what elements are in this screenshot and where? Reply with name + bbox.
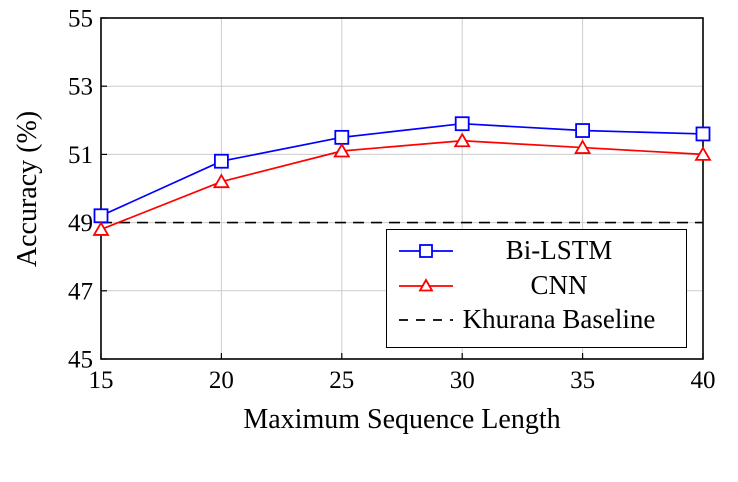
x-tick-label: 40 [691, 367, 716, 394]
cnn-marker [694, 146, 712, 161]
bi-lstm-marker [454, 116, 470, 132]
x-tick-label: 15 [89, 367, 114, 394]
cnn-marker [212, 173, 230, 189]
legend-label-baseline: Khurana Baseline [462, 303, 656, 334]
bilstm-line-sample-icon [395, 242, 457, 260]
legend-item-baseline: Khurana Baseline [387, 303, 686, 335]
legend-label-bilstm: Bi-LSTM [505, 235, 613, 266]
baseline-dash-sample-icon [395, 311, 457, 329]
cnn-marker [333, 142, 351, 158]
cnn-line-sample-icon [395, 277, 457, 295]
cnn-marker [453, 132, 471, 148]
x-tick-label: 25 [329, 367, 354, 394]
y-tick-label: 49 [68, 210, 93, 237]
bi-lstm-marker [695, 126, 711, 142]
bi-lstm-marker [334, 129, 350, 145]
y-axis-label: Accuracy (%) [12, 111, 43, 267]
legend-label-cnn: CNN [530, 269, 588, 300]
bi-lstm-marker [213, 153, 229, 169]
y-tick-label: 53 [68, 74, 93, 101]
cnn-marker [92, 221, 110, 236]
cnn-marker [574, 139, 592, 154]
y-tick-label: 47 [68, 278, 93, 305]
legend-item-bilstm: Bi-LSTM [387, 236, 686, 266]
bi-lstm-marker [575, 123, 590, 138]
cnn-line [100, 139, 704, 231]
x-tick-label: 20 [209, 367, 234, 394]
plot-frame [100, 17, 704, 360]
legend-item-cnn: CNN [387, 269, 686, 301]
legend: Bi-LSTM CNN Khurana Baseline [386, 229, 687, 348]
x-axis-label: Maximum Sequence Length [243, 404, 560, 435]
x-tick-label: 30 [450, 367, 475, 394]
bi-lstm-marker [93, 208, 109, 224]
x-tick-label: 35 [570, 367, 595, 394]
y-tick-label: 55 [68, 6, 93, 33]
y-tick-label: 45 [68, 347, 93, 374]
y-tick-label: 51 [68, 142, 93, 169]
bi-lstm-line [100, 122, 704, 217]
